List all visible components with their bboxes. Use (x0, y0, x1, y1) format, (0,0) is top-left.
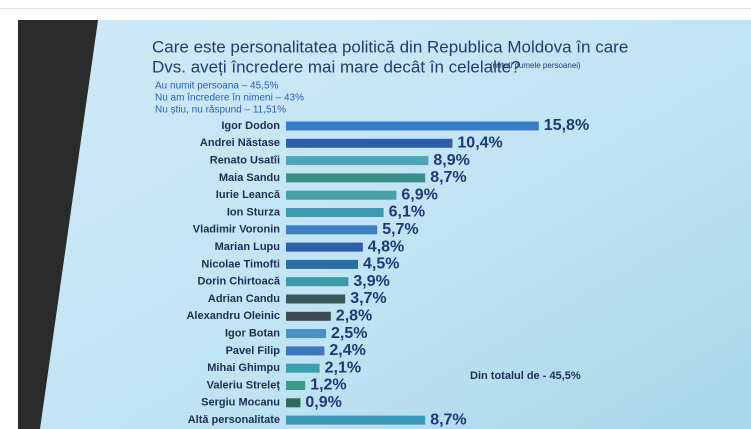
bar (286, 346, 325, 356)
bar (286, 398, 301, 408)
value-label: 15,8% (544, 117, 589, 134)
value-label: 4,8% (368, 238, 404, 255)
value-label: 2,8% (336, 308, 372, 325)
category-label: Renato Usatîi (210, 155, 280, 167)
bar (286, 311, 331, 321)
value-label: 8,7% (430, 411, 466, 428)
bar (286, 121, 539, 131)
bar (286, 277, 349, 287)
bar (286, 173, 426, 183)
category-label: Dorin Chirtoacă (197, 276, 280, 288)
category-label: Igor Botan (225, 328, 280, 340)
bar (286, 381, 306, 390)
bar (286, 242, 363, 252)
value-label: 8,9% (433, 152, 469, 169)
subtitle-line: Nu știu, nu răspund – 11,51% (155, 105, 286, 116)
bar (286, 225, 378, 235)
category-label: Pavel Filip (226, 345, 281, 357)
bar (286, 138, 453, 148)
top-strip (0, 0, 751, 9)
value-label: 3,9% (353, 273, 389, 290)
category-label: Ion Sturza (227, 206, 281, 218)
category-label: Adrian Candu (208, 293, 280, 305)
projection-screen (40, 20, 751, 429)
value-label: 6,1% (389, 204, 425, 221)
value-label: 5,7% (382, 221, 418, 238)
value-label: 6,9% (401, 186, 437, 203)
category-label: Altă personalitate (188, 414, 280, 426)
bar (286, 329, 326, 339)
bar (286, 190, 397, 200)
category-label: Nicolae Timofti (201, 258, 280, 270)
title-note: (notați numele persoanei) (490, 61, 581, 70)
chart-title-line2: Dvs. aveți încredere mai mare decât în c… (152, 57, 521, 76)
value-label: 1,2% (310, 377, 346, 394)
category-label: Iurie Leancă (216, 189, 281, 201)
category-label: Alexandru Oleinic (186, 310, 280, 322)
value-label: 2,1% (325, 359, 361, 376)
subtitle-line: Nu am încredere în nimeni – 43% (155, 93, 304, 104)
value-label: 2,4% (329, 342, 365, 359)
bar (286, 415, 426, 425)
value-label: 8,7% (430, 169, 466, 186)
subtitle-line: Au numit persoana – 45,5% (155, 81, 279, 92)
value-label: 3,7% (350, 290, 386, 307)
bar (286, 208, 384, 217)
bar (286, 156, 429, 166)
bar (286, 363, 320, 373)
category-label: Andrei Năstase (200, 137, 280, 149)
category-label: Mihai Ghimpu (207, 362, 280, 374)
category-label: Sergiu Mocanu (201, 397, 280, 409)
category-label: Valeriu Streleț (207, 379, 281, 391)
value-label: 2,5% (331, 325, 367, 342)
category-label: Vladimir Voronin (193, 224, 280, 236)
value-label: 0,9% (305, 394, 341, 411)
category-label: Maia Sandu (219, 172, 280, 184)
category-label: Marian Lupu (215, 241, 280, 253)
chart-title: Care este personalitatea politică din Re… (152, 37, 628, 56)
bar (286, 294, 346, 304)
value-label: 4,5% (363, 256, 399, 273)
category-label: Igor Dodon (221, 120, 280, 132)
bar (286, 259, 358, 269)
annotation: Din totalul de - 45,5% (470, 370, 581, 382)
value-label: 10,4% (457, 135, 502, 152)
